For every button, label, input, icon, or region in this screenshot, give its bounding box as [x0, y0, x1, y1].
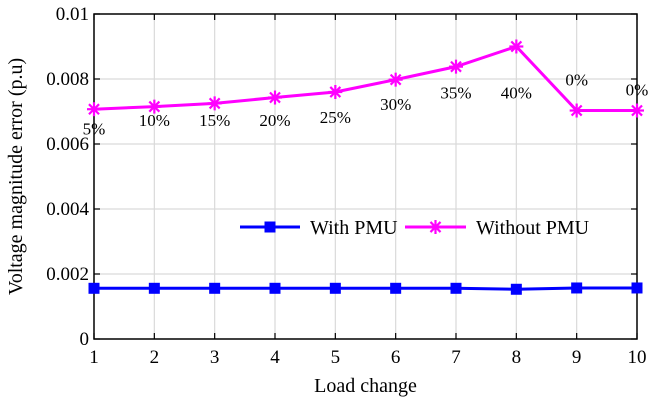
annotation-label: 10%: [139, 111, 170, 130]
legend-item: Without PMU: [405, 217, 590, 239]
data-point-with-pmu: [571, 282, 583, 294]
annotation-label: 30%: [380, 95, 411, 114]
annotation-label: 0%: [626, 80, 649, 99]
legend-label: With PMU: [310, 217, 398, 239]
x-tick-label: 1: [89, 347, 99, 368]
y-axis-title: Voltage magnitude error (p.u): [5, 58, 27, 295]
data-point-without-pmu: [630, 103, 644, 118]
annotations: 5% 10% 15% 20% 25% 30% 35% 40% 0% 0%: [83, 71, 649, 139]
annotation-label: 0%: [565, 71, 588, 90]
data-point-without-pmu: [569, 103, 584, 118]
data-point-without-pmu: [207, 96, 222, 111]
x-axis-title: Load change: [314, 375, 417, 397]
legend-label: Without PMU: [476, 217, 590, 239]
data-point-with-pmu: [88, 282, 100, 294]
data-point-with-pmu: [510, 283, 522, 295]
data-point-without-pmu: [328, 85, 343, 99]
annotation-label: 20%: [259, 111, 290, 130]
data-point-without-pmu: [449, 59, 463, 74]
y-tick-label: 0.002: [46, 264, 89, 285]
series-with-pmu: [88, 282, 643, 295]
legend-marker: [264, 221, 276, 233]
legend: With PMU Without PMU: [240, 217, 590, 239]
data-point-without-pmu: [509, 39, 524, 54]
x-tick-label: 10: [628, 347, 647, 368]
x-tick-label: 5: [331, 347, 341, 368]
data-point-without-pmu: [268, 90, 282, 105]
legend-marker: [428, 220, 443, 234]
x-tick-label: 3: [210, 347, 220, 368]
data-point-without-pmu: [388, 72, 403, 87]
y-tick-label: 0.006: [46, 134, 89, 155]
x-tick-label: 8: [512, 347, 522, 368]
data-point-without-pmu: [87, 102, 101, 117]
annotation-label: 5%: [83, 119, 106, 138]
y-tick-label: 0.008: [46, 69, 89, 90]
data-point-with-pmu: [269, 282, 281, 294]
grid: [94, 14, 637, 339]
series-line-with-pmu: [94, 286, 637, 291]
data-point-with-pmu: [450, 282, 462, 294]
data-point-with-pmu: [329, 282, 341, 294]
data-point-with-pmu: [148, 282, 160, 294]
y-tick-label: 0: [80, 329, 90, 350]
annotation-label: 25%: [320, 108, 351, 127]
y-tick-label: 0.01: [56, 4, 89, 25]
x-tick-label: 6: [391, 347, 401, 368]
ticks: 1 2 3 4 5 6 7 8 9 10 0 0.002 0.004 0.006 0.008 0.01: [46, 4, 646, 368]
plot-frame: [93, 13, 638, 340]
series-line-without-pmu: [93, 44, 637, 113]
annotation-label: 40%: [501, 84, 532, 103]
x-tick-label: 7: [451, 347, 461, 368]
x-tick-label: 2: [150, 347, 160, 368]
x-tick-label: 9: [572, 347, 582, 368]
series-without-pmu: [87, 39, 644, 118]
annotation-label: 35%: [440, 84, 471, 103]
data-point-without-pmu: [147, 99, 162, 114]
data-point-with-pmu: [209, 282, 221, 294]
data-point-with-pmu: [390, 282, 402, 294]
data-point-with-pmu: [631, 282, 643, 294]
series-layer: [87, 39, 644, 295]
legend-item: With PMU: [240, 217, 398, 239]
x-tick-label: 4: [270, 347, 280, 368]
annotation-label: 15%: [199, 111, 230, 130]
y-tick-label: 0.004: [46, 199, 89, 220]
